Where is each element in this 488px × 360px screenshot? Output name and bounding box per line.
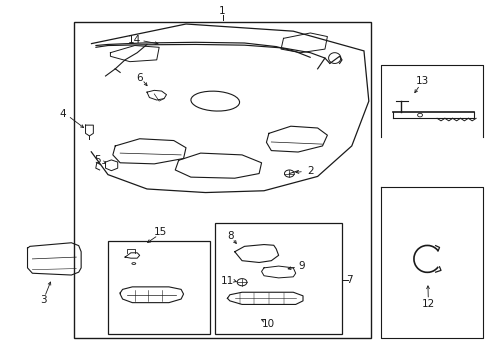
Text: 6: 6	[136, 73, 142, 83]
Text: 3: 3	[40, 295, 47, 305]
Text: 5: 5	[94, 155, 101, 165]
Text: 10: 10	[261, 319, 274, 329]
Text: 1: 1	[219, 6, 225, 17]
Text: 9: 9	[298, 261, 305, 271]
Bar	[108, 241, 210, 334]
Text: 15: 15	[154, 227, 167, 237]
Text: 7: 7	[346, 275, 352, 285]
Text: 4: 4	[60, 109, 66, 119]
Text: 14: 14	[128, 35, 141, 45]
Text: 11: 11	[221, 276, 234, 286]
Bar	[74, 22, 370, 338]
Bar	[215, 223, 341, 334]
Text: 13: 13	[415, 76, 428, 86]
Text: 2: 2	[306, 166, 313, 176]
Text: 8: 8	[227, 231, 234, 240]
Text: 12: 12	[421, 299, 434, 309]
